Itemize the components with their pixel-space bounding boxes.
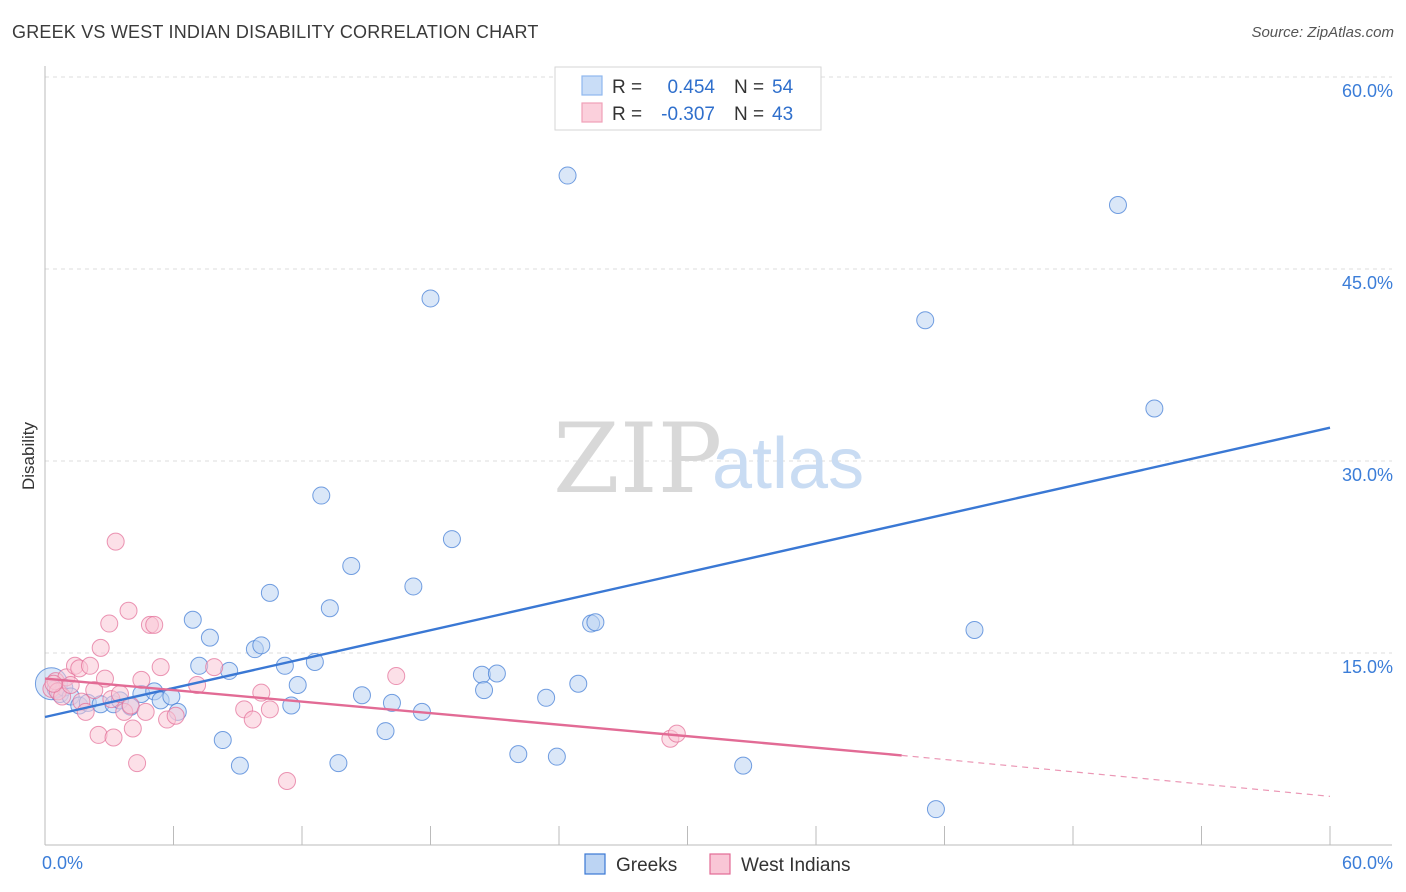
legend-r-label: R = <box>612 104 642 125</box>
point-greeks <box>569 674 588 693</box>
bottom-legend-label-greeks: Greeks <box>616 855 677 876</box>
trend-line-greeks <box>44 426 1331 719</box>
point-greeks <box>509 745 528 764</box>
point-west-indians <box>119 601 138 620</box>
axes <box>44 66 1392 846</box>
point-greeks <box>312 486 331 505</box>
chart-title: GREEK VS WEST INDIAN DISABILITY CORRELAT… <box>12 22 539 42</box>
point-west-indians <box>278 772 297 790</box>
trend-line-west-indians <box>44 677 902 757</box>
bottom-legend-swatch-greeks <box>584 853 606 875</box>
point-greeks <box>442 530 461 549</box>
point-greeks <box>1145 399 1164 418</box>
gridlines <box>45 76 1392 654</box>
point-greeks <box>547 747 566 766</box>
point-west-indians <box>123 719 142 738</box>
legend-swatch <box>581 102 603 123</box>
point-greeks <box>558 166 577 185</box>
point-west-indians <box>106 532 125 551</box>
point-greeks <box>183 610 202 629</box>
y-axis-label: Disability <box>19 421 38 490</box>
y-tick-label-30: 30.0% <box>1342 465 1393 485</box>
bottom-legend-swatch-west-indians <box>709 853 731 875</box>
point-greeks <box>734 756 753 775</box>
point-greeks <box>586 613 605 632</box>
legend-swatch <box>581 75 603 96</box>
point-west-indians <box>100 614 119 633</box>
tick-labels: 15.0% 30.0% 45.0% 60.0% 0.0% 60.0% Disability <box>19 81 1393 873</box>
point-greeks <box>352 686 371 705</box>
point-greeks <box>376 722 395 741</box>
point-greeks <box>230 756 249 775</box>
point-greeks <box>537 688 556 707</box>
legend: R = 0.454 N = 54 R = -0.307 N = 43 <box>554 66 822 131</box>
point-west-indians <box>260 700 279 719</box>
point-greeks <box>965 620 984 639</box>
watermark-atlas: atlas <box>712 424 864 504</box>
point-greeks <box>275 656 294 675</box>
point-greeks <box>288 676 307 694</box>
watermark-zip: ZIP <box>553 403 722 515</box>
y-tick-label-15: 15.0% <box>1342 657 1393 677</box>
point-west-indians <box>61 676 80 694</box>
legend-n-value: 43 <box>772 104 793 125</box>
point-greeks <box>382 693 401 712</box>
point-west-indians <box>136 702 155 721</box>
point-greeks <box>1108 196 1127 214</box>
point-greeks <box>916 311 935 330</box>
point-greeks <box>342 556 361 575</box>
series-layer <box>34 166 1164 819</box>
point-greeks <box>200 628 219 647</box>
x-tick-label-min: 0.0% <box>42 853 83 873</box>
legend-r-value: -0.307 <box>661 104 715 125</box>
point-west-indians <box>104 728 123 747</box>
point-greeks <box>252 636 271 655</box>
legend-n-label: N = <box>734 77 764 98</box>
bottom-legend: Greeks West Indians <box>584 853 850 876</box>
x-tick-label-max: 60.0% <box>1342 853 1393 873</box>
point-west-indians <box>85 681 104 700</box>
point-west-indians <box>166 706 185 725</box>
point-greeks <box>472 665 491 684</box>
point-greeks <box>404 577 423 596</box>
legend-r-value: 0.454 <box>667 77 715 98</box>
point-west-indians <box>243 710 262 729</box>
source-credit: Source: ZipAtlas.com <box>1251 24 1394 41</box>
point-west-indians <box>89 725 108 744</box>
point-west-indians <box>91 638 110 657</box>
legend-n-value: 54 <box>772 77 794 98</box>
point-greeks <box>320 599 339 618</box>
point-west-indians <box>205 658 224 677</box>
point-greeks <box>329 754 348 773</box>
point-west-indians <box>80 656 99 675</box>
trend-line-dashed-west-indians <box>901 754 1331 797</box>
legend-r-label: R = <box>612 77 642 98</box>
point-greeks <box>475 681 494 700</box>
point-west-indians <box>145 615 164 634</box>
point-greeks <box>487 664 506 683</box>
bottom-legend-label-west-indians: West Indians <box>741 855 850 876</box>
point-greeks <box>926 800 945 819</box>
y-tick-label-60: 60.0% <box>1342 81 1393 101</box>
y-tick-label-45: 45.0% <box>1342 273 1393 293</box>
legend-n-label: N = <box>734 104 764 125</box>
point-west-indians <box>151 658 170 677</box>
point-greeks <box>260 583 279 602</box>
point-greeks <box>421 289 440 308</box>
trend-lines <box>44 426 1331 797</box>
point-greeks <box>190 656 209 675</box>
point-west-indians <box>128 754 147 773</box>
point-west-indians <box>387 667 406 686</box>
point-greeks <box>213 731 232 750</box>
